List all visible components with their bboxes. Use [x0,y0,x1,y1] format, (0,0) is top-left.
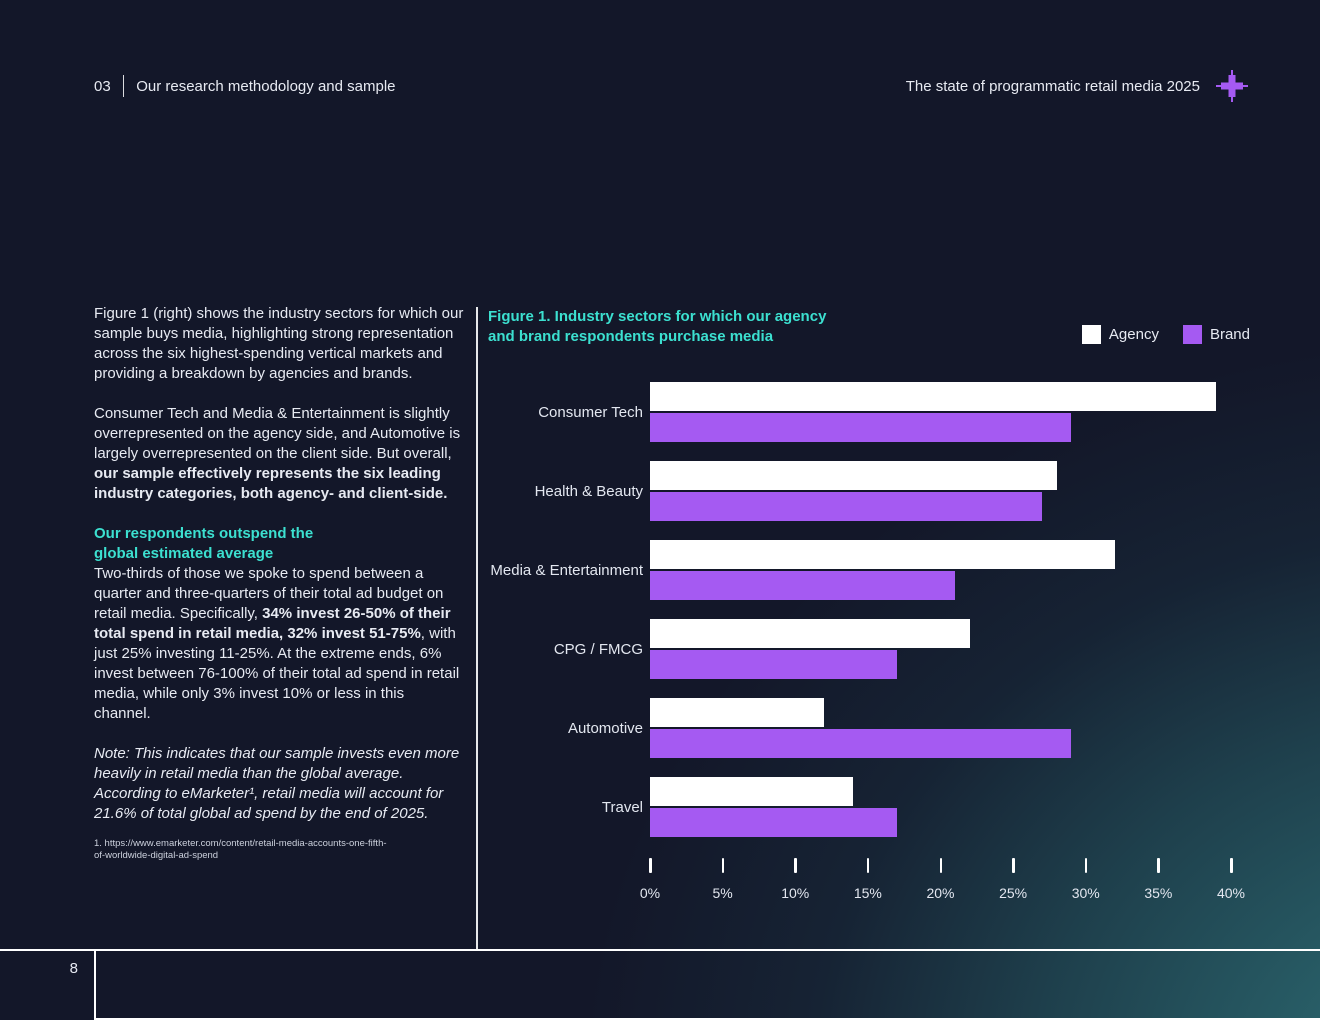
footnote: 1. https://www.emarketer.com/content/ret… [94,838,464,862]
axis-tick-15 [866,858,870,873]
paragraph-4: Note: This indicates that our sample inv… [94,744,464,824]
header-divider-bar [122,75,125,97]
bar-group [650,619,1231,679]
text-segment: Consumer Tech and Media & Entertainment … [94,405,461,462]
axis-tick-30 [1084,858,1088,873]
axis-tick-10 [794,858,797,873]
footer-vertical-line [94,949,96,1020]
legend-label: Agency [1108,326,1159,343]
chart-row-automotive: Automotive [476,698,1320,758]
legend-swatch-agency [1081,325,1101,344]
category-label: Consumer Tech [538,403,643,421]
axis-tick-0 [649,858,652,873]
bar-agency-media-entertainment [650,540,1115,569]
footnote-line: of-worldwide-digital-ad-spend [94,850,219,861]
bar-brand-cpg-fmcg [650,650,897,679]
chart-row-media-entertainment: Media & Entertainment [476,540,1320,600]
legend-swatch-brand [1182,325,1202,344]
chart-rows: Consumer Tech Health & Beauty Media & Ente… [476,382,1320,856]
section-breadcrumb: 03 Our research methodology and sample [94,75,396,97]
chart-title-line: and brand respondents purchase media [488,328,774,345]
paragraphs: Figure 1 (right) shows the industry sect… [94,304,464,824]
bar-agency-consumer-tech [650,382,1217,411]
paragraph-text: Note: This indicates that our sample inv… [94,745,459,822]
axis-tick-label: 40% [1216,885,1246,901]
bar-brand-health-beauty [650,492,1043,521]
bar-group [650,461,1231,521]
paragraph-text: Figure 1 (right) shows the industry sect… [94,305,463,382]
paragraph-text: Two-thirds of those we spoke to spend be… [94,565,459,722]
bar-brand-consumer-tech [650,413,1072,442]
teal-subheading-line: Our respondents outspend the [94,525,314,542]
bar-group [650,382,1231,442]
category-label: Automotive [567,719,643,737]
body-text-column: Figure 1 (right) shows the industry sect… [94,304,464,862]
section-number: 03 [94,77,111,95]
teal-subheading-line: global estimated average [94,545,274,562]
bar-group [650,777,1231,837]
axis-tick-40 [1230,858,1233,873]
paragraph-3: Our respondents outspend the global estim… [94,524,464,724]
text-segment: Figure 1 (right) shows the industry sect… [94,305,464,382]
footnote-line: 1. https://www.emarketer.com/content/ret… [94,838,387,849]
axis-tick-20 [939,858,942,873]
chart-legend: Agency Brand [1081,325,1250,344]
bar-brand-media-entertainment [650,571,956,600]
bar-agency-health-beauty [650,461,1057,490]
paragraph-text: Consumer Tech and Media & Entertainment … [94,405,460,502]
bar-group [650,698,1231,758]
axis-tick-label: 10% [781,885,810,901]
text-segment: Two-thirds of those we spoke to spend be… [94,565,444,622]
axis-tick-label: 5% [712,885,733,901]
column-divider-line [476,307,478,949]
axis-tick-35 [1157,858,1160,873]
report-title-group: The state of programmatic retail media 2… [906,67,1250,105]
category-label: CPG / FMCG [553,640,643,658]
legend-item-agency: Agency [1081,325,1159,344]
category-label: Health & Beauty [534,482,643,500]
chart-title-line: Figure 1. Industry sectors for which our… [488,308,827,325]
footer-top-line [0,949,1320,951]
chart-title: Figure 1. Industry sectors for which our… [488,307,826,347]
text-segment: 34% invest 26-50% of their total spend i… [94,605,451,642]
chart-row-consumer-tech: Consumer Tech [476,382,1320,442]
x-axis: 0% 5% 10% 15% 20% 25% 30% 35% 40% [640,858,1245,910]
paragraph-2: Consumer Tech and Media & Entertainment … [94,404,464,504]
axis-tick-label: 35% [1144,885,1173,901]
teal-subheading: Our respondents outspend the global estim… [94,524,464,564]
axis-tick-25 [1012,858,1015,873]
axis-tick-label: 15% [853,885,882,901]
text-segment: our sample effectively represents the si… [94,465,448,502]
chart-row-health-beauty: Health & Beauty [476,461,1320,521]
axis-tick-label: 30% [1071,885,1100,901]
text-segment: , with just 25% investing 11-25%. At the… [94,625,460,722]
bar-agency-travel [650,777,854,806]
axis-tick-5 [721,858,725,873]
bar-brand-automotive [650,729,1072,758]
legend-label: Brand [1209,326,1250,343]
category-label: Media & Entertainment [490,561,643,579]
legend-item-brand: Brand [1182,325,1250,344]
bar-group [650,540,1231,600]
page-number: 8 [69,960,78,977]
category-label: Travel [601,798,643,816]
bar-agency-automotive [650,698,825,727]
axis-tick-label: 25% [999,885,1028,901]
plus-icon [1216,70,1248,102]
axis-tick-label: 0% [639,885,661,901]
section-title: Our research methodology and sample [136,77,396,95]
text-segment: Note: This indicates that our sample inv… [94,745,460,822]
figure-1-chart: Figure 1. Industry sectors for which our… [476,307,1320,907]
axis-tick-label: 20% [926,885,955,901]
page-header: 03 Our research methodology and sample T… [94,70,1250,102]
report-title: The state of programmatic retail media 2… [905,77,1200,95]
bar-agency-cpg-fmcg [650,619,970,648]
chart-row-travel: Travel [476,777,1320,837]
paragraph-1: Figure 1 (right) shows the industry sect… [94,304,464,384]
bar-brand-travel [650,808,897,837]
chart-row-cpg-fmcg: CPG / FMCG [476,619,1320,679]
footer-bottom-line [94,1017,1320,1020]
